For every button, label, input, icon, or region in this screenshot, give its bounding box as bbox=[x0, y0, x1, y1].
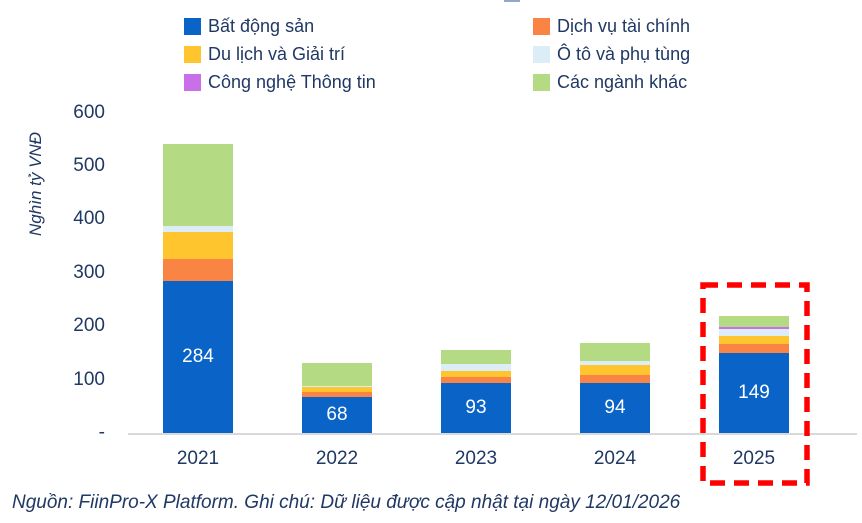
legend-swatch-icon bbox=[184, 73, 201, 91]
legend-swatch-icon bbox=[184, 45, 201, 63]
bar-value-label-2021: 284 bbox=[182, 346, 214, 368]
legend-label: Dịch vụ tài chính bbox=[557, 15, 691, 36]
legend-swatch-icon bbox=[533, 45, 550, 63]
y-tick-label-400: 400 bbox=[73, 208, 105, 230]
bar-segment-2023 bbox=[441, 377, 511, 384]
legend-label: Các ngành khác bbox=[557, 71, 688, 92]
bar-segment-2025 bbox=[719, 343, 789, 354]
bar-segment-2021 bbox=[163, 225, 233, 232]
bar-segment-2022 bbox=[302, 362, 372, 386]
x-tick-label-2024: 2024 bbox=[593, 448, 637, 469]
source-note: Nguồn: FiinPro-X Platform. Ghi chú: Dữ l… bbox=[12, 492, 681, 513]
y-tick-label-100: 100 bbox=[73, 368, 105, 390]
chart-legend: Bất động sản Dịch vụ tài chính Du lịch và … bbox=[184, 12, 853, 96]
bar-segment-2024 bbox=[580, 342, 650, 362]
bar-segment-2024 bbox=[580, 374, 650, 383]
x-tick-label-2022: 2022 bbox=[315, 448, 359, 469]
bar-segment-2025 bbox=[719, 353, 789, 433]
bar-segment-2024 bbox=[580, 382, 650, 433]
legend-label: Công nghệ Thông tin bbox=[208, 71, 376, 92]
bar-segment-2025 bbox=[719, 316, 789, 327]
bar-segment-2022 bbox=[302, 387, 372, 392]
legend-item-0: Bất động sản bbox=[184, 16, 533, 37]
bar-segment-2024 bbox=[580, 361, 650, 365]
bar-segment-2021 bbox=[163, 143, 233, 226]
bar-segment-2021 bbox=[163, 231, 233, 260]
bar-segment-2022 bbox=[302, 396, 372, 433]
y-tick-label-600: 600 bbox=[73, 101, 105, 123]
y-axis-title: Nghìn tỷ VNĐ bbox=[26, 132, 45, 236]
x-tick-label-2021: 2021 bbox=[176, 448, 220, 469]
legend-label: Du lịch và Giải trí bbox=[208, 43, 346, 64]
bar-segment-2023 bbox=[441, 350, 511, 364]
bar-segment-2021 bbox=[163, 259, 233, 282]
bar-segment-2025 bbox=[719, 329, 789, 336]
bar-value-label-2023: 93 bbox=[465, 397, 487, 419]
legend-item-1: Dịch vụ tài chính bbox=[533, 16, 853, 37]
highlight-box-2025 bbox=[700, 282, 810, 486]
bar-segment-2023 bbox=[441, 370, 511, 378]
legend-item-3: Ô tô và phụ tùng bbox=[533, 44, 853, 65]
legend-item-4: Công nghệ Thông tin bbox=[184, 72, 533, 93]
bar-value-label-2025: 149 bbox=[738, 382, 770, 404]
legend-swatch-icon bbox=[533, 17, 550, 35]
x-tick-label-2023: 2023 bbox=[454, 448, 498, 469]
bar-segment-2023 bbox=[441, 363, 511, 371]
bar-segment-2022 bbox=[302, 386, 372, 388]
bar-segment-2022 bbox=[302, 391, 372, 397]
bar-value-label-2024: 94 bbox=[604, 396, 626, 418]
clipped-title-fragment bbox=[504, 0, 520, 2]
x-axis-line bbox=[128, 433, 857, 435]
bar-segment-2023 bbox=[441, 383, 511, 433]
legend-label: Ô tô và phụ tùng bbox=[557, 43, 691, 64]
y-tick-label--: - bbox=[98, 422, 105, 443]
bar-segment-2024 bbox=[580, 364, 650, 375]
y-tick-label-300: 300 bbox=[73, 261, 105, 283]
legend-swatch-icon bbox=[533, 73, 550, 91]
y-tick-label-200: 200 bbox=[73, 315, 105, 337]
x-tick-label-2025: 2025 bbox=[732, 448, 776, 469]
y-tick-label-500: 500 bbox=[73, 155, 105, 176]
legend-swatch-icon bbox=[184, 17, 201, 35]
legend-item-2: Du lịch và Giải trí bbox=[184, 44, 533, 65]
legend-label: Bất động sản bbox=[208, 15, 315, 36]
bar-segment-2021 bbox=[163, 281, 233, 433]
bar-segment-2025 bbox=[719, 326, 789, 330]
bar-value-label-2022: 68 bbox=[326, 403, 348, 425]
legend-item-5: Các ngành khác bbox=[533, 72, 853, 93]
bar-segment-2025 bbox=[719, 335, 789, 344]
